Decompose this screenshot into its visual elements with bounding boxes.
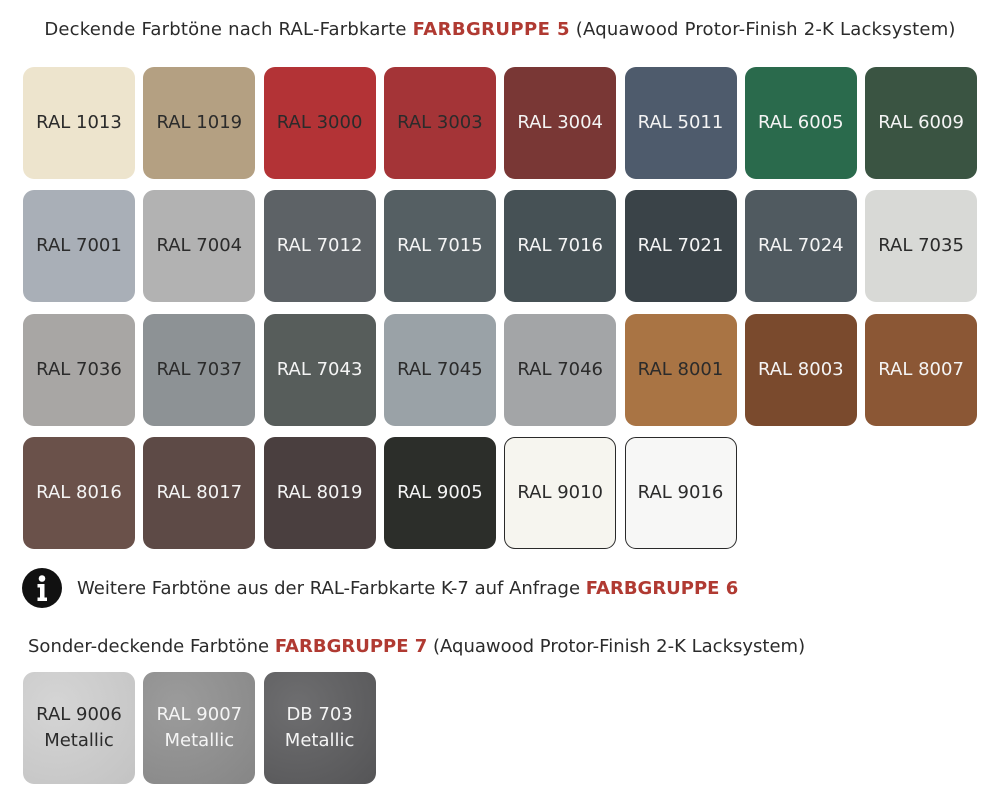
- color-swatch: RAL 7021: [624, 190, 737, 303]
- color-swatch: RAL 8003: [744, 313, 857, 426]
- color-swatch: RAL 9010: [504, 436, 617, 549]
- color-swatch: RAL 6009: [865, 67, 978, 179]
- color-swatch: RAL 8007: [865, 313, 978, 426]
- color-swatch: RAL 7035: [865, 190, 978, 303]
- color-swatch: RAL 5011: [624, 67, 737, 179]
- color-swatch: RAL 7037: [143, 313, 256, 426]
- info-circle-icon: [22, 568, 62, 608]
- metallic-swatch-sublabel: Metallic: [284, 730, 355, 751]
- color-swatch: RAL 8001: [624, 313, 737, 426]
- color-swatch: RAL 7024: [744, 190, 857, 303]
- metallic-swatch-sublabel: Metallic: [44, 730, 114, 751]
- color-swatch: RAL 3003: [383, 67, 496, 179]
- info-note-group: FARBGRUPPE 6: [585, 578, 739, 599]
- metallic-swatch-label: RAL 9007: [156, 704, 243, 725]
- section-heading-farbgruppe-5: Deckende Farbtöne nach RAL-Farbkarte FAR…: [0, 19, 1000, 40]
- color-swatch: RAL 7046: [504, 313, 617, 426]
- color-swatch: RAL 1013: [23, 67, 135, 179]
- color-swatch: RAL 7015: [383, 190, 496, 303]
- heading-group: FARBGRUPPE 5: [412, 19, 570, 40]
- heading-suffix: (Aquawood Protor-Finish 2-K Lacksystem): [575, 19, 956, 40]
- heading-prefix: Deckende Farbtöne nach RAL-Farbkarte: [44, 19, 407, 40]
- color-swatch: RAL 8019: [263, 436, 376, 549]
- color-swatch: RAL 9005: [383, 436, 496, 549]
- metallic-swatch: RAL 9007 Metallic: [143, 672, 256, 784]
- color-swatch: RAL 6005: [744, 67, 857, 179]
- info-note: Weitere Farbtöne aus der RAL-Farbkarte K…: [77, 578, 738, 599]
- heading-suffix: (Aquawood Protor-Finish 2-K Lacksystem): [433, 636, 806, 657]
- metallic-swatch: DB 703 Metallic: [263, 672, 376, 784]
- color-swatch: RAL 7036: [23, 313, 135, 426]
- heading-prefix: Sonder-deckende Farbtöne: [28, 636, 270, 657]
- color-swatch: RAL 7012: [263, 190, 376, 303]
- metallic-swatch-sublabel: Metallic: [164, 730, 235, 751]
- color-swatch: RAL 7045: [383, 313, 496, 426]
- color-swatch: RAL 9016: [624, 436, 737, 549]
- color-swatch: RAL 3000: [263, 67, 376, 179]
- color-swatch: RAL 1019: [143, 67, 256, 179]
- metallic-swatch: RAL 9006 Metallic: [23, 672, 135, 784]
- color-swatch: RAL 7004: [143, 190, 256, 303]
- color-swatch: RAL 7001: [23, 190, 135, 303]
- color-swatch: RAL 7016: [504, 190, 617, 303]
- metallic-swatch-label: RAL 9006: [36, 704, 122, 725]
- color-swatch: RAL 8017: [143, 436, 256, 549]
- section-heading-farbgruppe-7: Sonder-deckende Farbtöne FARBGRUPPE 7 (A…: [28, 636, 805, 657]
- color-swatch: RAL 8016: [23, 436, 135, 549]
- info-note-text: Weitere Farbtöne aus der RAL-Farbkarte K…: [77, 578, 581, 599]
- color-swatch: RAL 7043: [263, 313, 376, 426]
- heading-group: FARBGRUPPE 7: [274, 636, 428, 657]
- metallic-swatch-label: DB 703: [286, 704, 353, 725]
- color-swatch: RAL 3004: [504, 67, 617, 179]
